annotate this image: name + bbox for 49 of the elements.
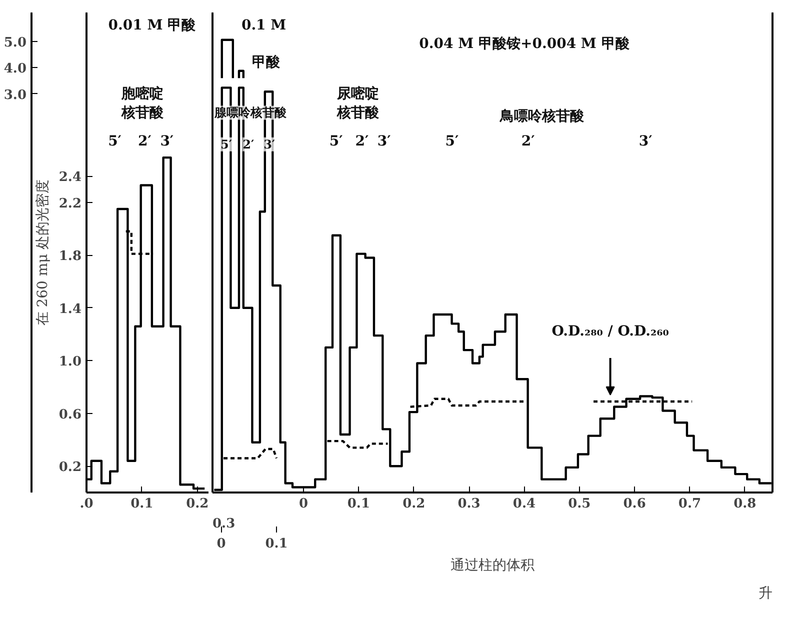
x-tick-label: 0.3 [458, 496, 480, 512]
annotation: 2′ [138, 134, 152, 150]
x-tick-label: 0.5 [568, 496, 591, 512]
annotation: 3′ [160, 134, 174, 150]
y-tick-label: 1.0 [58, 354, 82, 370]
text: 0.3 [212, 516, 236, 532]
annotation: 2′ [242, 137, 254, 152]
annotation: 3′ [377, 134, 392, 150]
x-tick-label: .0 [80, 496, 94, 512]
annotation: 0.01 M 甲酸 [108, 18, 197, 34]
x-tick-label: 0.4 [512, 496, 536, 512]
x-tick-label: 0.1 [130, 496, 154, 512]
y2-tick-label: 4.0 [4, 62, 27, 77]
y-tick-label: 0.2 [58, 460, 82, 476]
annotation: 鳥嘌呤核苷酸 [498, 108, 585, 125]
y-tick-label: 2.4 [58, 170, 82, 186]
annotation: 5′ [329, 134, 344, 150]
x-tick-label: 0 [299, 496, 308, 512]
annotation: 胞嘧啶核苷酸 [120, 84, 165, 122]
annotation: 3′ [264, 137, 276, 152]
x2-tick-label: 0.1 [265, 536, 288, 552]
x-tick-label: 0.8 [734, 496, 756, 512]
annotation: 0.1 M [241, 18, 286, 34]
y-tick-label: 1.8 [58, 249, 82, 264]
annotation: 5′ [108, 134, 122, 150]
y-tick-label: 2.2 [58, 196, 82, 212]
annotation: 3′ [638, 134, 653, 150]
y-tick-label: 0.6 [58, 407, 82, 422]
annotation: O.D.₂₈₀ / O.D.₂₆₀ [552, 324, 669, 340]
x-tick-label: 0.2 [186, 496, 209, 512]
annotation: 5′ [220, 137, 232, 152]
annotation: 0.04 M 甲酸铵+0.004 M 甲酸 [419, 36, 630, 52]
annotation: 2′ [355, 134, 370, 150]
x-tick-label: 0.1 [347, 496, 370, 512]
annotation: 尿嘧啶核苷酸 [336, 84, 380, 122]
x-tick-label: 0.7 [678, 496, 702, 512]
y2-tick-label: 5.0 [4, 36, 27, 51]
y2-tick-label: 3.0 [4, 88, 27, 103]
annotation: 5′ [445, 134, 459, 150]
y-axis-title: 在 260 mμ 处的光密度 [34, 179, 51, 326]
x-tick-label: 0.6 [623, 496, 646, 512]
annotation: 2′ [521, 134, 536, 150]
annotation: 腺嘌呤核苷酸 [214, 106, 288, 120]
x2-tick-label: 0 [216, 536, 226, 552]
text: 升 [758, 586, 772, 602]
x-tick-label: 0.2 [402, 496, 426, 512]
annotation: 甲酸 [252, 54, 282, 71]
x-axis-title: 通过柱的体积 [450, 558, 534, 574]
y-tick-label: 1.4 [58, 302, 82, 317]
